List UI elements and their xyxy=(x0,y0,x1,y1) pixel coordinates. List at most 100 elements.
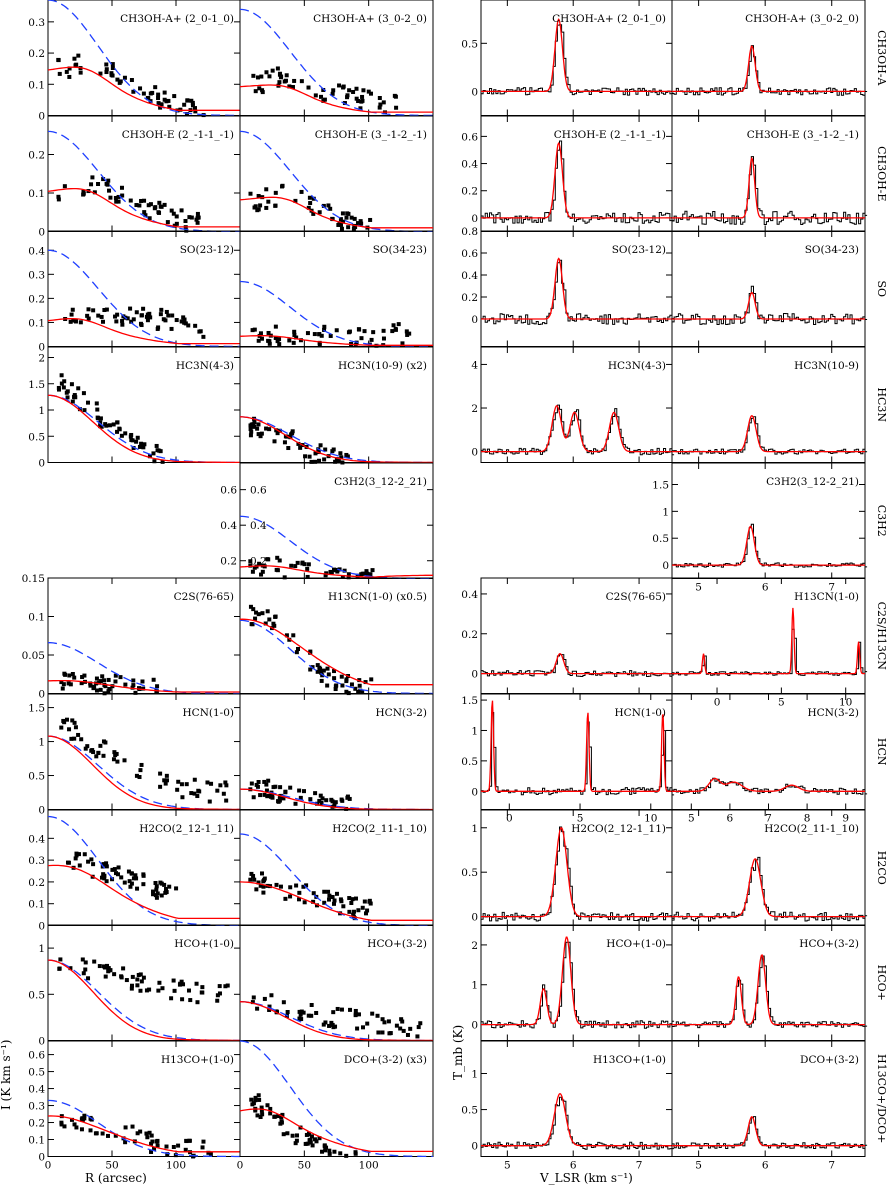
data-point xyxy=(250,328,255,333)
data-point xyxy=(309,1002,314,1007)
data-point xyxy=(255,75,260,80)
data-point xyxy=(304,1132,309,1137)
spectrum-panel: HCO+(3-2) xyxy=(671,924,868,1041)
data-point xyxy=(159,881,164,886)
data-point xyxy=(319,94,324,99)
data-point xyxy=(327,897,332,902)
data-point xyxy=(299,189,304,194)
data-point xyxy=(405,1032,410,1037)
panel-label: CH3OH-A+ (3_0-2_0) xyxy=(745,13,859,25)
data-point xyxy=(310,1143,315,1148)
data-point xyxy=(339,455,344,460)
data-point xyxy=(139,198,144,203)
data-point xyxy=(276,1114,281,1119)
data-point xyxy=(139,762,144,767)
data-point xyxy=(358,219,363,224)
data-point xyxy=(183,1147,188,1152)
data-point xyxy=(107,687,112,692)
data-point xyxy=(99,314,104,319)
data-point xyxy=(134,876,139,881)
data-point xyxy=(266,330,271,335)
data-point xyxy=(164,99,169,104)
y-tick-label: 0 xyxy=(38,1036,45,1048)
data-point xyxy=(255,1006,260,1011)
data-point xyxy=(164,778,169,783)
panel-label: HCO+(3-2) xyxy=(799,938,859,950)
spectrum-panel: CH3OH-E (3_-1-2_-1) xyxy=(671,115,868,232)
data-point xyxy=(117,80,122,85)
data-point xyxy=(332,801,337,806)
data-point xyxy=(332,898,337,903)
panel-label: H13CO+(1-0) xyxy=(161,1054,234,1066)
data-point xyxy=(259,1108,264,1113)
y-tick-label: 0.4 xyxy=(28,245,45,257)
data-point xyxy=(280,1112,285,1117)
data-point xyxy=(391,323,396,328)
data-point xyxy=(284,633,289,638)
spectrum-model xyxy=(672,954,865,1026)
model-curve xyxy=(48,679,240,693)
data-point xyxy=(370,568,375,573)
data-point xyxy=(167,884,172,889)
dashed-model-curve xyxy=(240,1001,433,1042)
data-point xyxy=(83,746,88,751)
data-point xyxy=(188,998,193,1003)
y-tick-label: 0 xyxy=(38,921,45,933)
data-point xyxy=(290,85,295,90)
data-point xyxy=(77,852,82,857)
data-point xyxy=(327,1151,332,1156)
data-point xyxy=(142,210,147,215)
y-tick-label: 0 xyxy=(38,805,45,817)
data-point xyxy=(309,1134,314,1139)
spectrum-model xyxy=(481,405,672,453)
data-point xyxy=(255,1113,260,1118)
data-point xyxy=(381,328,386,333)
data-point xyxy=(129,986,134,991)
spectrum-panel: 0 1 2 HCO+(1-0) xyxy=(471,924,675,1041)
data-point xyxy=(189,215,194,220)
x-tick-label: 5 xyxy=(695,1160,702,1172)
panel-label: H13CN(1-0) (x0.5) xyxy=(328,591,427,603)
y-tick-label: 0.1 xyxy=(28,612,45,624)
panel-label: SO(23-12) xyxy=(180,244,234,256)
data-point xyxy=(103,974,108,979)
data-point xyxy=(345,95,350,100)
data-point xyxy=(298,795,303,800)
data-point xyxy=(104,70,109,75)
data-point xyxy=(300,561,305,566)
data-point xyxy=(259,74,264,79)
spectrum-model xyxy=(481,1092,672,1147)
data-point xyxy=(176,779,181,784)
data-point xyxy=(257,86,262,91)
data-point xyxy=(250,569,255,574)
y-tick-label: 0 xyxy=(471,1020,478,1032)
data-point xyxy=(345,211,350,216)
data-point xyxy=(370,1011,375,1016)
spectrum-panel: 0 5 10 H13CN(1-0) xyxy=(671,577,868,709)
data-point xyxy=(336,459,341,464)
data-point xyxy=(141,882,146,887)
dashed-model-curve xyxy=(47,735,241,811)
data-point xyxy=(193,323,198,328)
panel-label: CH3OH-A+ (2_0-1_0) xyxy=(120,13,234,25)
model-curve xyxy=(47,66,240,111)
data-point xyxy=(254,610,259,615)
y-tick-label: 1 xyxy=(471,725,478,737)
y-tick-label: 0 xyxy=(471,912,478,924)
data-point xyxy=(164,886,169,891)
data-point xyxy=(171,978,176,983)
y-tick-label: 0.8 xyxy=(461,226,478,238)
data-point xyxy=(110,867,115,872)
data-point xyxy=(358,106,363,111)
x-tick-label: 5 xyxy=(577,813,584,825)
data-point xyxy=(215,993,220,998)
spectrum-histogram xyxy=(672,955,868,1029)
data-point xyxy=(97,964,102,969)
panel-label: HCN(3-2) xyxy=(376,707,427,719)
data-point xyxy=(292,78,297,83)
data-point xyxy=(174,886,179,891)
data-point xyxy=(313,791,318,796)
data-point xyxy=(62,379,67,384)
data-point xyxy=(354,86,359,91)
data-point xyxy=(69,312,74,317)
